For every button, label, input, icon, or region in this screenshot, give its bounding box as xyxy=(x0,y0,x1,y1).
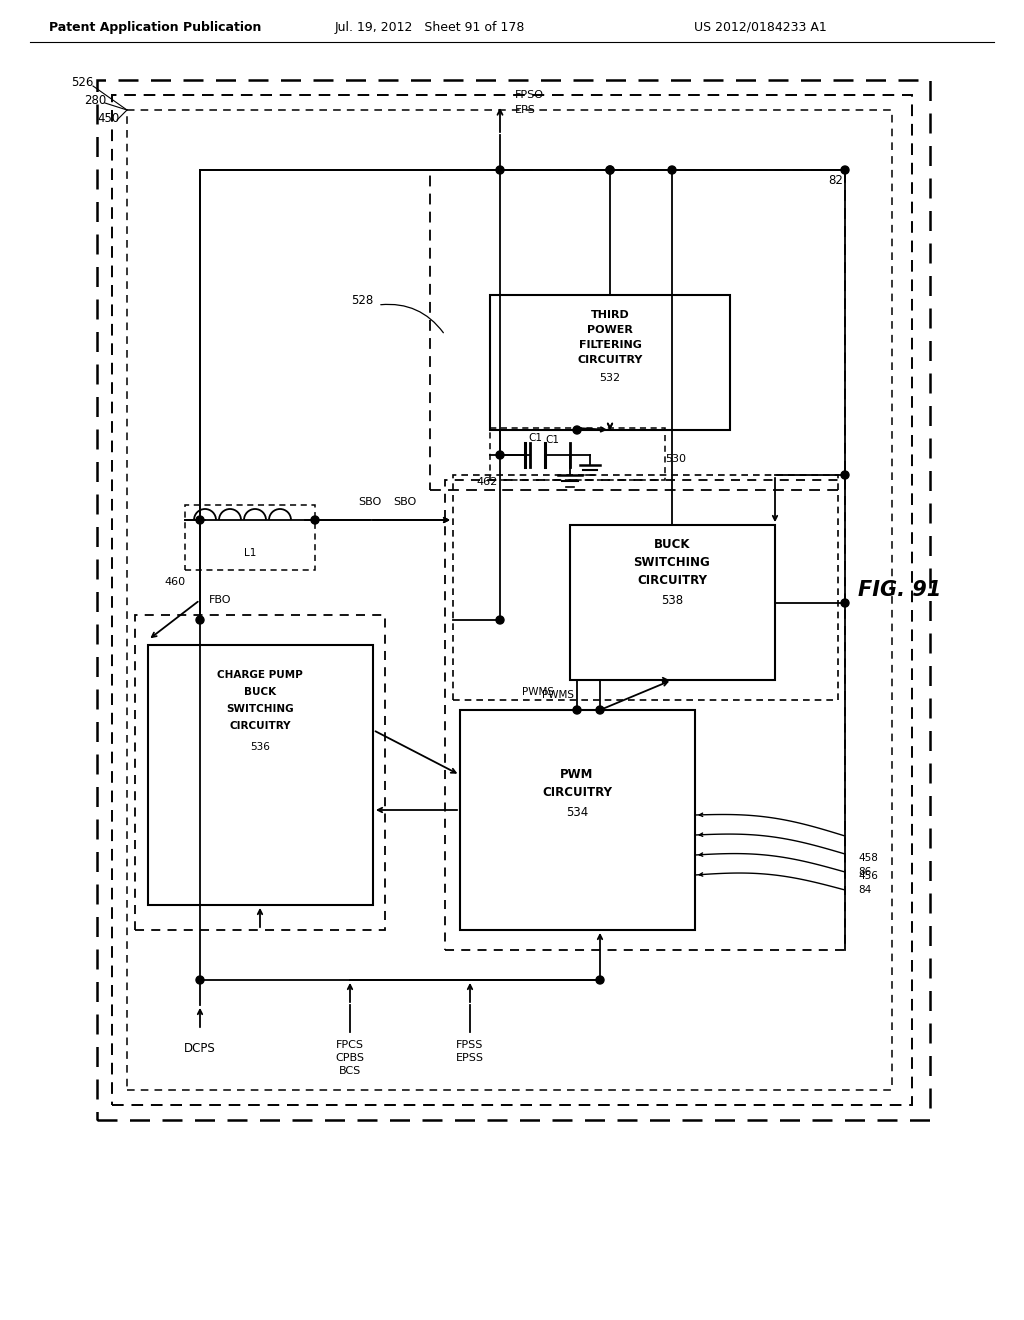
Text: FPSS: FPSS xyxy=(457,1040,483,1049)
Circle shape xyxy=(841,166,849,174)
Circle shape xyxy=(196,975,204,983)
Text: SWITCHING: SWITCHING xyxy=(226,704,294,714)
Bar xyxy=(445,480,845,950)
Text: 526: 526 xyxy=(71,75,93,88)
Text: 534: 534 xyxy=(566,807,588,820)
Text: 530: 530 xyxy=(666,454,686,465)
Text: FBO: FBO xyxy=(209,595,231,605)
Text: CHARGE PUMP: CHARGE PUMP xyxy=(217,671,303,680)
Text: PWMS: PWMS xyxy=(542,690,574,700)
Text: FPSO: FPSO xyxy=(515,90,544,100)
Text: SBO: SBO xyxy=(393,498,417,507)
Circle shape xyxy=(841,599,849,607)
Text: EPS: EPS xyxy=(515,106,536,115)
Text: BUCK: BUCK xyxy=(653,539,690,552)
Text: SBO: SBO xyxy=(358,498,382,507)
Text: Jul. 19, 2012   Sheet 91 of 178: Jul. 19, 2012 Sheet 91 of 178 xyxy=(335,21,525,33)
Circle shape xyxy=(496,166,504,174)
Text: CPBS: CPBS xyxy=(336,1053,365,1063)
Bar xyxy=(490,428,665,480)
Text: CIRCUITRY: CIRCUITRY xyxy=(637,574,707,587)
Text: PWMS: PWMS xyxy=(522,686,554,697)
Text: 84: 84 xyxy=(858,884,871,895)
Bar xyxy=(430,170,845,490)
Text: POWER: POWER xyxy=(587,325,633,335)
Circle shape xyxy=(196,516,204,524)
Text: SWITCHING: SWITCHING xyxy=(634,557,711,569)
Bar xyxy=(127,110,892,1090)
Text: BUCK: BUCK xyxy=(244,686,276,697)
Text: 450: 450 xyxy=(97,111,119,124)
Circle shape xyxy=(668,166,676,174)
Bar xyxy=(185,506,315,570)
Circle shape xyxy=(596,706,604,714)
Text: Patent Application Publication: Patent Application Publication xyxy=(49,21,261,33)
Text: 460: 460 xyxy=(165,577,185,587)
Text: CIRCUITRY: CIRCUITRY xyxy=(542,787,612,800)
Bar xyxy=(460,710,695,931)
Circle shape xyxy=(496,451,504,459)
Circle shape xyxy=(606,166,614,174)
Text: 462: 462 xyxy=(476,477,498,487)
Bar xyxy=(570,525,775,680)
Text: 280: 280 xyxy=(84,94,106,107)
Circle shape xyxy=(606,166,614,174)
Circle shape xyxy=(573,706,581,714)
Text: L1: L1 xyxy=(244,548,256,558)
Text: FILTERING: FILTERING xyxy=(579,341,641,350)
Bar xyxy=(453,475,838,700)
Bar xyxy=(148,645,373,906)
Text: THIRD: THIRD xyxy=(591,310,630,319)
Text: BCS: BCS xyxy=(339,1067,361,1076)
Circle shape xyxy=(196,616,204,624)
Text: 86: 86 xyxy=(858,867,871,876)
Circle shape xyxy=(841,471,849,479)
Text: US 2012/0184233 A1: US 2012/0184233 A1 xyxy=(693,21,826,33)
Bar xyxy=(97,81,930,1119)
Text: 528: 528 xyxy=(351,293,373,306)
Bar xyxy=(490,294,730,430)
Text: C1: C1 xyxy=(545,436,559,445)
Text: FIG. 91: FIG. 91 xyxy=(858,579,942,601)
Text: 458: 458 xyxy=(858,853,878,863)
Text: 82: 82 xyxy=(828,173,844,186)
Text: 456: 456 xyxy=(858,871,878,880)
Text: DCPS: DCPS xyxy=(184,1041,216,1055)
Circle shape xyxy=(496,616,504,624)
Text: 536: 536 xyxy=(250,742,270,752)
Circle shape xyxy=(596,975,604,983)
Bar xyxy=(112,95,912,1105)
Text: CIRCUITRY: CIRCUITRY xyxy=(229,721,291,731)
Text: EPSS: EPSS xyxy=(456,1053,484,1063)
Text: 538: 538 xyxy=(660,594,683,607)
Circle shape xyxy=(311,516,319,524)
Bar xyxy=(135,615,385,931)
Text: C1: C1 xyxy=(528,433,542,444)
Text: 532: 532 xyxy=(599,374,621,383)
Text: PWM: PWM xyxy=(560,768,594,781)
Text: FPCS: FPCS xyxy=(336,1040,364,1049)
Circle shape xyxy=(573,426,581,434)
Text: CIRCUITRY: CIRCUITRY xyxy=(578,355,643,366)
